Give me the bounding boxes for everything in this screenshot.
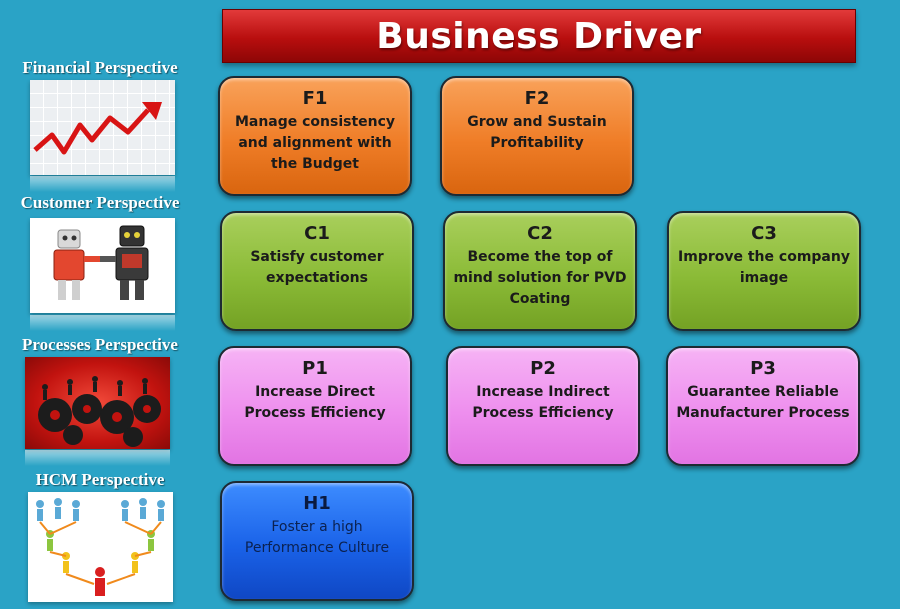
driver-box-c2: C2 Become the top of mind solution for P… bbox=[443, 211, 637, 331]
robots-handshake-icon bbox=[30, 218, 175, 313]
driver-box-p1: P1 Increase Direct Process Efficiency bbox=[218, 346, 412, 466]
driver-box-h1: H1 Foster a high Performance Culture bbox=[220, 481, 414, 601]
people-network-icon bbox=[28, 492, 173, 602]
driver-code: C2 bbox=[527, 223, 553, 244]
driver-text: Improve the company image bbox=[678, 249, 850, 286]
driver-code: H1 bbox=[303, 493, 331, 514]
hcm-people-network-image bbox=[28, 492, 173, 602]
driver-code: F2 bbox=[524, 88, 550, 109]
driver-code: F1 bbox=[302, 88, 328, 109]
driver-text: Grow and Sustain Profitability bbox=[467, 114, 607, 151]
driver-code: C3 bbox=[751, 223, 777, 244]
processes-perspective-label: Processes Perspective bbox=[22, 335, 178, 354]
customer-robots-image bbox=[30, 218, 175, 313]
financial-perspective-label: Financial Perspective bbox=[22, 58, 178, 77]
driver-box-c1: C1 Satisfy customer expectations bbox=[220, 211, 414, 331]
driver-text: Foster a high Performance Culture bbox=[244, 519, 390, 556]
driver-box-p2: P2 Increase Indirect Process Efficiency bbox=[446, 346, 640, 466]
page-title: Business Driver bbox=[376, 15, 702, 57]
hcm-perspective-label: HCM Perspective bbox=[35, 470, 165, 489]
driver-box-f2: F2 Grow and Sustain Profitability bbox=[440, 76, 634, 196]
driver-text: Guarantee Reliable Manufacturer Process bbox=[676, 384, 850, 421]
driver-box-f1: F1 Manage consistency and alignment with… bbox=[218, 76, 412, 196]
driver-box-p3: P3 Guarantee Reliable Manufacturer Proce… bbox=[666, 346, 860, 466]
driver-text: Manage consistency and alignment with th… bbox=[234, 114, 396, 172]
driver-text: Satisfy customer expectations bbox=[250, 249, 384, 286]
driver-box-c3: C3 Improve the company image bbox=[667, 211, 861, 331]
driver-code: C1 bbox=[304, 223, 330, 244]
processes-gears-image bbox=[25, 357, 170, 449]
financial-growth-chart-image bbox=[30, 80, 175, 175]
driver-text: Increase Indirect Process Efficiency bbox=[472, 384, 614, 421]
financial-image-reflection bbox=[30, 176, 175, 192]
driver-code: P3 bbox=[750, 358, 776, 379]
driver-text: Become the top of mind solution for PVD … bbox=[453, 249, 627, 307]
processes-image-reflection bbox=[25, 450, 170, 466]
title-banner: Business Driver bbox=[222, 9, 856, 63]
customer-image-reflection bbox=[30, 315, 175, 331]
driver-text: Increase Direct Process Efficiency bbox=[244, 384, 386, 421]
gears-icon bbox=[38, 376, 161, 447]
driver-code: P2 bbox=[530, 358, 556, 379]
customer-perspective-label: Customer Perspective bbox=[20, 193, 180, 212]
rising-arrow-icon bbox=[30, 80, 175, 175]
driver-code: P1 bbox=[302, 358, 328, 379]
